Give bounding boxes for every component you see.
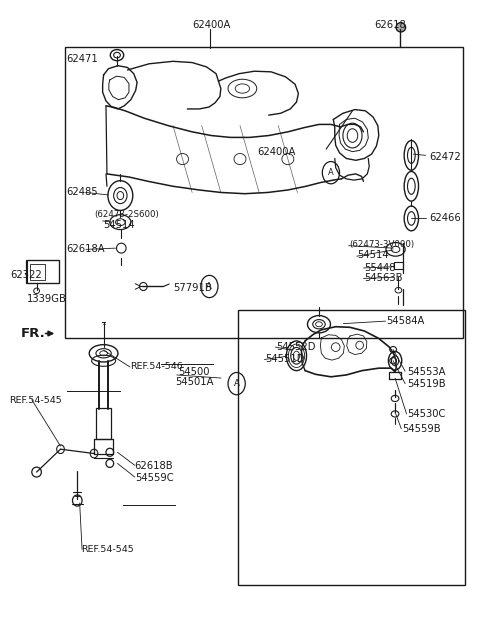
Text: 54559B: 54559B — [402, 424, 440, 434]
Text: 62618A: 62618A — [67, 244, 106, 254]
Text: REF.54-545: REF.54-545 — [81, 545, 134, 554]
Ellipse shape — [396, 23, 406, 32]
Text: 57791B: 57791B — [173, 283, 212, 293]
Text: FR.: FR. — [21, 327, 46, 340]
Text: A: A — [328, 168, 334, 177]
Text: 62618: 62618 — [374, 20, 406, 30]
Text: 62472: 62472 — [429, 151, 461, 162]
Bar — [394, 262, 403, 269]
Bar — [65, 47, 463, 338]
Text: A: A — [234, 379, 240, 388]
Bar — [238, 310, 465, 585]
Text: 54584A: 54584A — [386, 316, 424, 326]
Text: 54514: 54514 — [357, 250, 389, 260]
Text: 62400A: 62400A — [192, 20, 230, 30]
Text: (62473-2S600): (62473-2S600) — [95, 210, 159, 219]
Text: 62322: 62322 — [10, 270, 42, 280]
Text: 55448: 55448 — [364, 263, 396, 273]
Text: 54500: 54500 — [178, 367, 209, 377]
Text: 54553A: 54553A — [408, 367, 446, 377]
Text: 54563B: 54563B — [364, 273, 403, 283]
Text: 54559C: 54559C — [135, 472, 173, 482]
Text: 62471: 62471 — [67, 55, 98, 64]
Text: REF.54-546: REF.54-546 — [130, 363, 183, 371]
Bar — [30, 264, 45, 280]
Text: 54514: 54514 — [104, 219, 135, 229]
Text: (62473-3V000): (62473-3V000) — [349, 240, 414, 249]
Text: 62485: 62485 — [67, 187, 98, 197]
Text: REF.54-545: REF.54-545 — [9, 396, 62, 405]
Bar — [96, 408, 111, 439]
Text: 54519B: 54519B — [408, 379, 446, 389]
Text: 54530C: 54530C — [408, 409, 446, 419]
Text: 1339GB: 1339GB — [27, 294, 67, 304]
Text: 62400A: 62400A — [257, 148, 295, 157]
Text: 54551D: 54551D — [265, 355, 304, 365]
Text: 62618B: 62618B — [135, 461, 173, 471]
Text: 54501A: 54501A — [175, 378, 214, 388]
Text: 54552D: 54552D — [276, 342, 315, 352]
Bar — [26, 260, 59, 283]
Text: 62466: 62466 — [429, 213, 461, 223]
Text: A: A — [206, 282, 212, 291]
